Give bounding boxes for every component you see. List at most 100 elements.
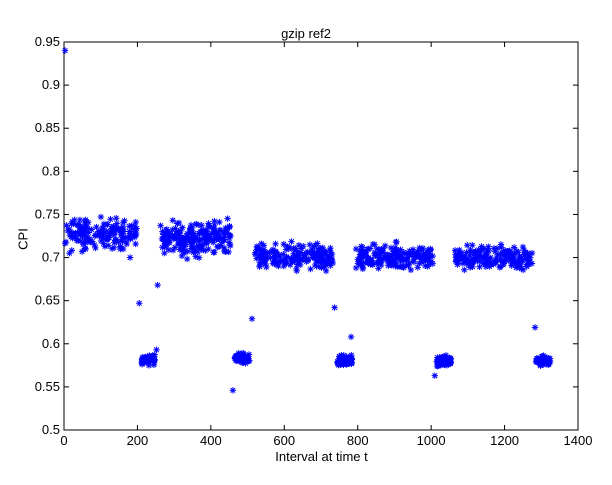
data-point xyxy=(105,234,111,240)
data-point xyxy=(193,221,199,227)
data-point xyxy=(387,261,393,267)
data-point xyxy=(211,218,217,224)
data-point xyxy=(205,246,211,252)
data-point xyxy=(130,226,136,232)
data-point xyxy=(176,220,182,226)
data-point xyxy=(133,230,139,236)
data-point xyxy=(146,352,152,358)
data-point xyxy=(101,221,107,227)
data-point xyxy=(78,238,84,244)
data-point xyxy=(120,219,126,225)
data-point xyxy=(82,218,88,224)
data-point xyxy=(195,242,201,248)
data-point xyxy=(424,256,430,262)
data-point xyxy=(378,256,384,262)
data-point xyxy=(272,241,278,247)
data-point xyxy=(393,239,399,245)
data-point xyxy=(327,249,333,255)
data-point xyxy=(184,256,190,262)
data-point xyxy=(272,257,278,263)
data-point xyxy=(380,246,386,252)
data-point xyxy=(428,247,434,253)
data-point xyxy=(98,214,104,220)
y-tick-label: 0.7 xyxy=(42,250,60,265)
y-tick-label: 0.85 xyxy=(35,120,60,135)
data-point xyxy=(294,261,300,267)
data-point xyxy=(343,361,349,367)
data-point xyxy=(360,252,366,258)
data-point xyxy=(68,234,74,240)
y-tick-label: 0.8 xyxy=(42,163,60,178)
data-point xyxy=(166,234,172,240)
data-point xyxy=(187,226,193,232)
data-point xyxy=(113,215,119,221)
data-point xyxy=(440,354,446,360)
data-point xyxy=(429,253,435,259)
data-point xyxy=(277,254,283,260)
y-tick-label: 0.55 xyxy=(35,379,60,394)
data-point xyxy=(71,217,77,223)
data-point xyxy=(116,225,122,231)
data-point xyxy=(227,241,233,247)
data-point xyxy=(222,248,228,254)
data-point xyxy=(76,224,82,230)
data-point xyxy=(326,259,332,265)
data-point xyxy=(126,223,132,229)
y-tick-label: 0.75 xyxy=(35,206,60,221)
data-point xyxy=(404,256,410,262)
data-point xyxy=(253,255,259,261)
data-point xyxy=(401,249,407,255)
x-tick-label: 1400 xyxy=(564,433,593,448)
x-tick-label: 800 xyxy=(347,433,369,448)
data-point xyxy=(77,231,83,237)
data-point xyxy=(211,226,217,232)
data-point xyxy=(92,245,98,251)
data-point xyxy=(170,217,176,223)
data-point xyxy=(234,355,240,361)
data-point xyxy=(368,258,374,264)
data-point xyxy=(226,224,232,230)
data-point xyxy=(370,241,376,247)
data-point xyxy=(214,244,220,250)
data-point xyxy=(393,260,399,266)
data-point xyxy=(107,216,113,222)
y-axis-label: CPI xyxy=(16,228,31,250)
x-tick-label: 200 xyxy=(127,433,149,448)
data-point xyxy=(196,230,202,236)
y-tick-label: 0.9 xyxy=(42,77,60,92)
data-point xyxy=(188,245,194,251)
data-point xyxy=(98,238,104,244)
x-tick-label: 0 xyxy=(60,433,67,448)
data-point xyxy=(262,255,268,261)
data-point xyxy=(386,255,392,261)
data-point xyxy=(227,233,233,239)
data-point xyxy=(300,256,306,262)
data-point xyxy=(305,257,311,263)
data-point xyxy=(434,358,440,364)
data-point xyxy=(283,260,289,266)
data-point xyxy=(294,268,300,274)
data-point xyxy=(288,238,294,244)
data-point xyxy=(86,236,92,242)
data-point xyxy=(321,250,327,256)
x-tick-label: 400 xyxy=(200,433,222,448)
data-point xyxy=(313,250,319,256)
data-point xyxy=(63,222,69,228)
data-point xyxy=(283,246,289,252)
data-point xyxy=(113,236,119,242)
data-point xyxy=(245,355,251,361)
data-point xyxy=(102,243,108,249)
data-point xyxy=(176,235,182,241)
data-point xyxy=(314,240,320,246)
data-point xyxy=(157,223,163,229)
x-tick-label: 1000 xyxy=(417,433,446,448)
x-axis-label: Interval at time t xyxy=(0,449,612,464)
data-point xyxy=(216,219,222,225)
data-point xyxy=(132,241,138,247)
data-point xyxy=(219,239,225,245)
data-point xyxy=(425,263,431,269)
data-point xyxy=(422,250,428,256)
data-point xyxy=(371,251,377,257)
data-point xyxy=(296,242,302,248)
